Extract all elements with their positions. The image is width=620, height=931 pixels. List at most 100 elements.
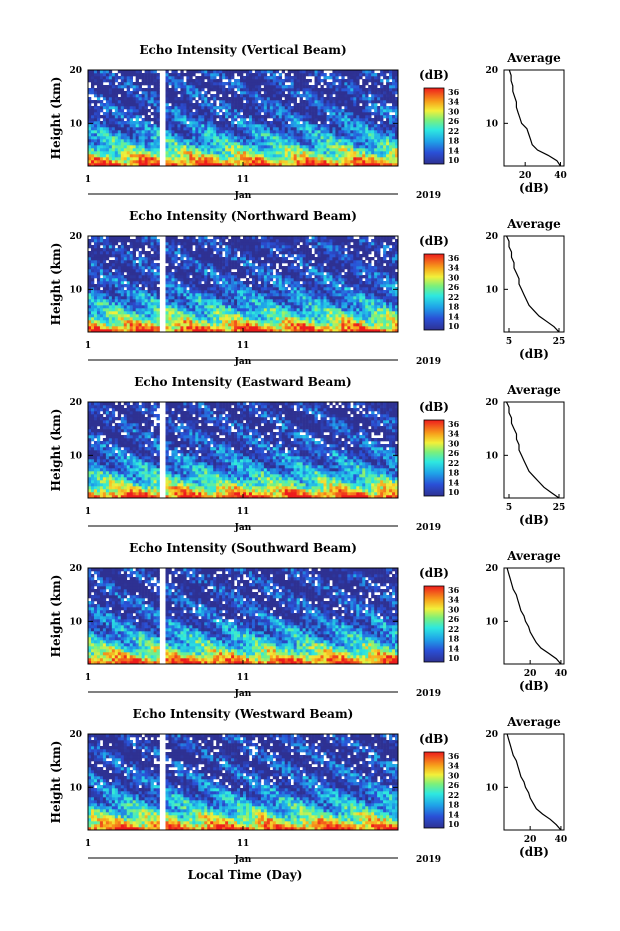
- heatmap-cell: [156, 323, 160, 327]
- heatmap-cell: [165, 275, 169, 279]
- heatmap-cell: [368, 163, 372, 167]
- heatmap-cell: [201, 115, 205, 119]
- heatmap-cell: [386, 326, 390, 330]
- heatmap-cell: [105, 73, 110, 77]
- heatmap-cell: [281, 323, 286, 327]
- heatmap-cell: [126, 115, 131, 119]
- heatmap-cell: [359, 160, 363, 164]
- heatmap-cell: [395, 299, 399, 303]
- heatmap-cell: [195, 326, 199, 330]
- heatmap-cell: [138, 100, 142, 104]
- heatmap-cell: [153, 290, 157, 294]
- heatmap-cell: [326, 88, 330, 92]
- heatmap-cell: [240, 329, 244, 333]
- heatmap-cell: [329, 112, 333, 116]
- heatmap-cell: [248, 91, 253, 95]
- heatmap-cell: [156, 329, 160, 333]
- heatmap-cell: [389, 293, 393, 297]
- heatmap-cell: [216, 290, 220, 294]
- heatmap-cell: [344, 106, 348, 110]
- heatmap-cell: [335, 124, 339, 128]
- heatmap-cell: [365, 320, 369, 324]
- heatmap-cell: [207, 133, 211, 137]
- heatmap-cell: [326, 94, 330, 98]
- heatmap-cell: [99, 281, 104, 285]
- heatmap-cell: [293, 284, 297, 288]
- heatmap-cell: [320, 157, 324, 161]
- heatmap-cell: [237, 284, 241, 288]
- heatmap-cell: [213, 308, 217, 312]
- heatmap-cell: [99, 85, 104, 89]
- heatmap-cell: [374, 142, 378, 146]
- heatmap-cell: [335, 311, 339, 315]
- heatmap-cell: [114, 133, 119, 137]
- heatmap-cell: [335, 281, 339, 285]
- heatmap-cell: [192, 311, 196, 315]
- heatmap-cell: [120, 148, 125, 152]
- heatmap-cell: [171, 308, 175, 312]
- heatmap-cell: [147, 130, 151, 134]
- heatmap-cell: [234, 100, 238, 104]
- heatmap-cell: [377, 287, 381, 291]
- heatmap-cell: [138, 139, 142, 143]
- heatmap-cell: [177, 124, 181, 128]
- heatmap-cell: [290, 320, 294, 324]
- heatmap-cell: [290, 76, 294, 80]
- heatmap-cell: [278, 133, 283, 137]
- heatmap-cell: [117, 139, 122, 143]
- heatmap-cell: [359, 305, 363, 309]
- heatmap-cell: [135, 314, 139, 318]
- heatmap-cell: [150, 88, 154, 92]
- heatmap-cell: [395, 329, 399, 333]
- heatmap-cell: [144, 278, 148, 282]
- heatmap-cell: [213, 106, 217, 110]
- heatmap-cell: [207, 284, 211, 288]
- heatmap-cell: [201, 118, 205, 122]
- heatmap-cell: [108, 103, 113, 107]
- heatmap-cell: [102, 148, 107, 152]
- heatmap-cell: [90, 127, 95, 131]
- heatmap-cell: [278, 85, 283, 89]
- heatmap-cell: [243, 148, 247, 152]
- heatmap-cell: [338, 314, 342, 318]
- heatmap-cell: [299, 278, 303, 282]
- heatmap-cell: [93, 314, 98, 318]
- heatmap-cell: [234, 70, 238, 74]
- heatmap-cell: [347, 305, 351, 309]
- heatmap-cell: [344, 326, 348, 330]
- heatmap-cell: [93, 157, 98, 161]
- heatmap-cell: [150, 79, 154, 83]
- heatmap-cell: [90, 290, 95, 294]
- heatmap-cell: [189, 311, 193, 315]
- heatmap-cell: [287, 118, 291, 122]
- heatmap-cell: [207, 85, 211, 89]
- heatmap-cell: [213, 115, 217, 119]
- heatmap-cell: [144, 133, 148, 137]
- heatmap-cell: [290, 157, 294, 161]
- heatmap-cell: [269, 160, 274, 164]
- heatmap-cell: [368, 302, 372, 306]
- heatmap-cell: [353, 124, 357, 128]
- heatmap-cell: [129, 109, 134, 113]
- heatmap-cell: [371, 97, 375, 101]
- heatmap-cell: [156, 311, 160, 315]
- heatmap-cell: [320, 133, 324, 137]
- heatmap-cell: [326, 127, 330, 131]
- heatmap-cell: [114, 299, 119, 303]
- heatmap-cell: [371, 139, 375, 143]
- heatmap-cell: [245, 109, 250, 113]
- heatmap-cell: [326, 130, 330, 134]
- heatmap-cell: [371, 284, 375, 288]
- heatmap-cell: [108, 296, 113, 300]
- heatmap-cell: [278, 73, 283, 77]
- heatmap-cell: [219, 142, 223, 146]
- heatmap-cell: [183, 311, 187, 315]
- heatmap-cell: [180, 287, 184, 291]
- heatmap-cell: [356, 115, 360, 119]
- heatmap-cell: [365, 70, 369, 74]
- heatmap-cell: [243, 275, 247, 279]
- heatmap-cell: [165, 73, 169, 77]
- heatmap-cell: [275, 100, 280, 104]
- heatmap-cell: [186, 305, 190, 309]
- heatmap-cell: [266, 296, 271, 300]
